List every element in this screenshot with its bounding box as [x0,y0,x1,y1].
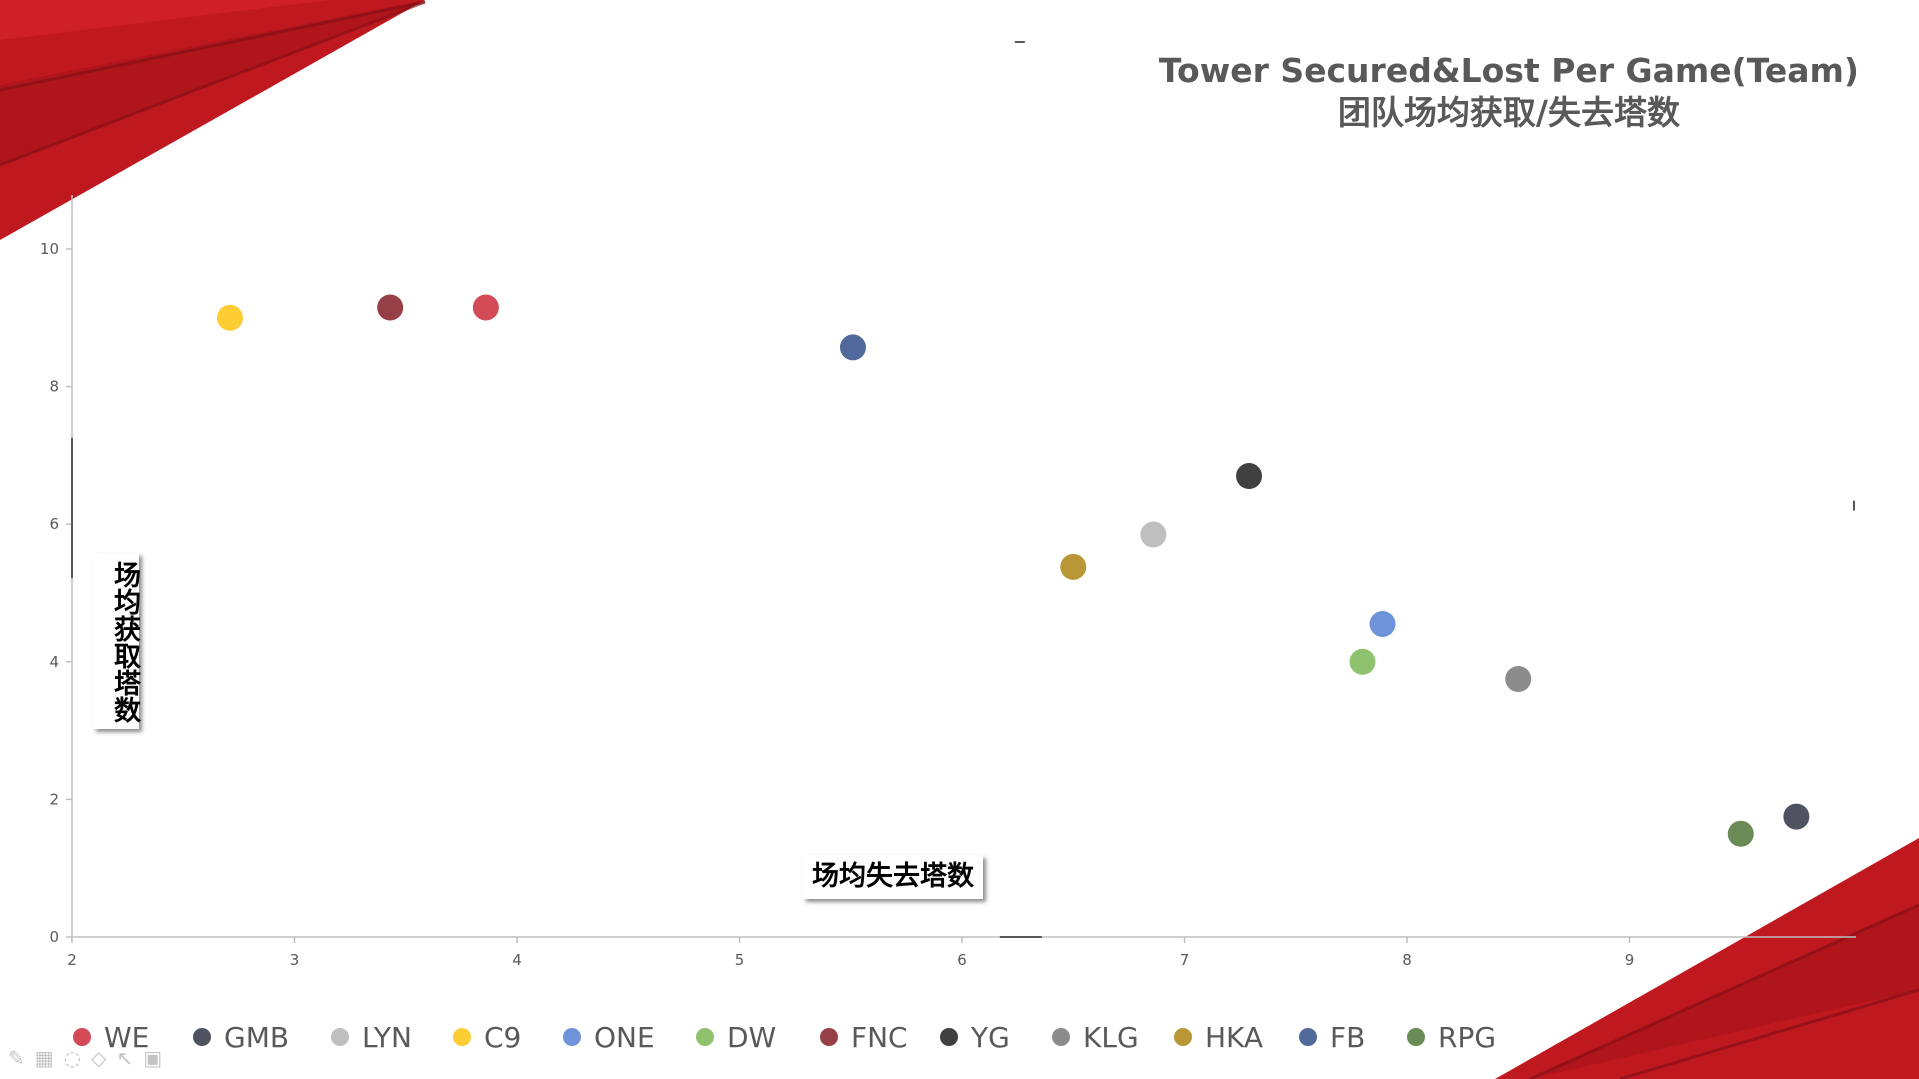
legend-label-fb: FB [1330,1021,1365,1054]
y-tick-label: 8 [49,378,59,396]
x-tick-label: 8 [1402,951,1412,969]
legend-label-fnc: FNC [851,1021,908,1054]
data-point-fnc [377,294,404,321]
slide-toolbar: ✎ ▦ ◌ ◇ ↖ ▣ [8,1046,162,1070]
legend-marker-fnc [820,1028,838,1046]
legend-label-yg: YG [970,1021,1010,1054]
data-point-lyn [1140,521,1167,548]
legend-marker-yg [940,1028,958,1046]
keyboard-icon[interactable]: ▦ [34,1046,54,1070]
chart-legend: WE GMB LYN C9 ONE DW FNC YG KLG HKA FB RPG [73,1021,1496,1054]
chart-title-line1: Tower Secured&Lost Per Game(Team) [1158,51,1859,90]
x-tick-label: 9 [1625,951,1635,969]
x-tick-label: 3 [290,951,300,969]
y-tick-label: 2 [49,790,59,808]
x-tick-label: 2 [67,951,77,969]
legend-marker-hka [1174,1028,1192,1046]
legend-marker-c9 [453,1028,471,1046]
x-tick-label: 4 [512,951,522,969]
highlighter-icon[interactable]: ◇ [91,1046,107,1070]
corner-decoration-top-left [0,0,426,240]
pen-icon[interactable]: ✎ [8,1046,25,1070]
chart-axes [66,195,1856,943]
corner-decoration-bottom-right [1495,838,1919,1079]
legend-marker-rpg [1407,1028,1425,1046]
data-point-one [1369,610,1396,637]
y-tick-label: 4 [49,653,59,671]
legend-label-one: ONE [594,1021,655,1054]
legend-marker-dw [696,1028,714,1046]
legend-label-hka: HKA [1205,1021,1263,1054]
legend-marker-we [73,1028,91,1046]
x-tick-label: 6 [957,951,967,969]
pointer-icon[interactable]: ↖ [116,1046,134,1070]
legend-marker-gmb [193,1028,211,1046]
data-point-rpg [1727,820,1754,847]
legend-marker-fb [1299,1028,1317,1046]
chart-points [216,294,1810,847]
x-axis-label: 场均失去塔数 [803,855,983,899]
x-tick-label: 7 [1180,951,1190,969]
data-point-yg [1236,463,1263,490]
legend-label-rpg: RPG [1438,1021,1496,1054]
legend-marker-lyn [331,1028,349,1046]
data-point-fb [839,334,866,361]
data-point-dw [1349,648,1376,675]
data-point-hka [1060,553,1087,580]
legend-marker-one [563,1028,581,1046]
legend-label-klg: KLG [1083,1021,1139,1054]
chart-title-line2: 团队场均获取/失去塔数 [1337,93,1680,132]
legend-label-dw: DW [727,1021,776,1054]
data-point-klg [1505,666,1532,692]
chart-title: Tower Secured&Lost Per Game(Team) 团队场均获取… [1159,50,1859,134]
y-tick-label: 10 [40,240,59,258]
y-tick-label: 6 [49,515,59,533]
legend-label-gmb: GMB [224,1021,289,1054]
y-axis-label: 场均获取塔数 [93,553,140,729]
y-tick-label: 0 [49,928,59,946]
legend-label-we: WE [104,1021,149,1054]
quadrant-lines [71,41,1855,938]
legend-label-lyn: LYN [362,1021,412,1054]
x-tick-label: 5 [735,951,745,969]
legend-marker-klg [1052,1028,1070,1046]
data-point-c9 [216,304,243,331]
eraser-icon[interactable]: ◌ [63,1046,82,1070]
data-point-gmb [1783,803,1810,830]
data-point-we [472,294,499,321]
camera-icon[interactable]: ▣ [143,1046,163,1070]
legend-label-c9: C9 [484,1021,521,1054]
